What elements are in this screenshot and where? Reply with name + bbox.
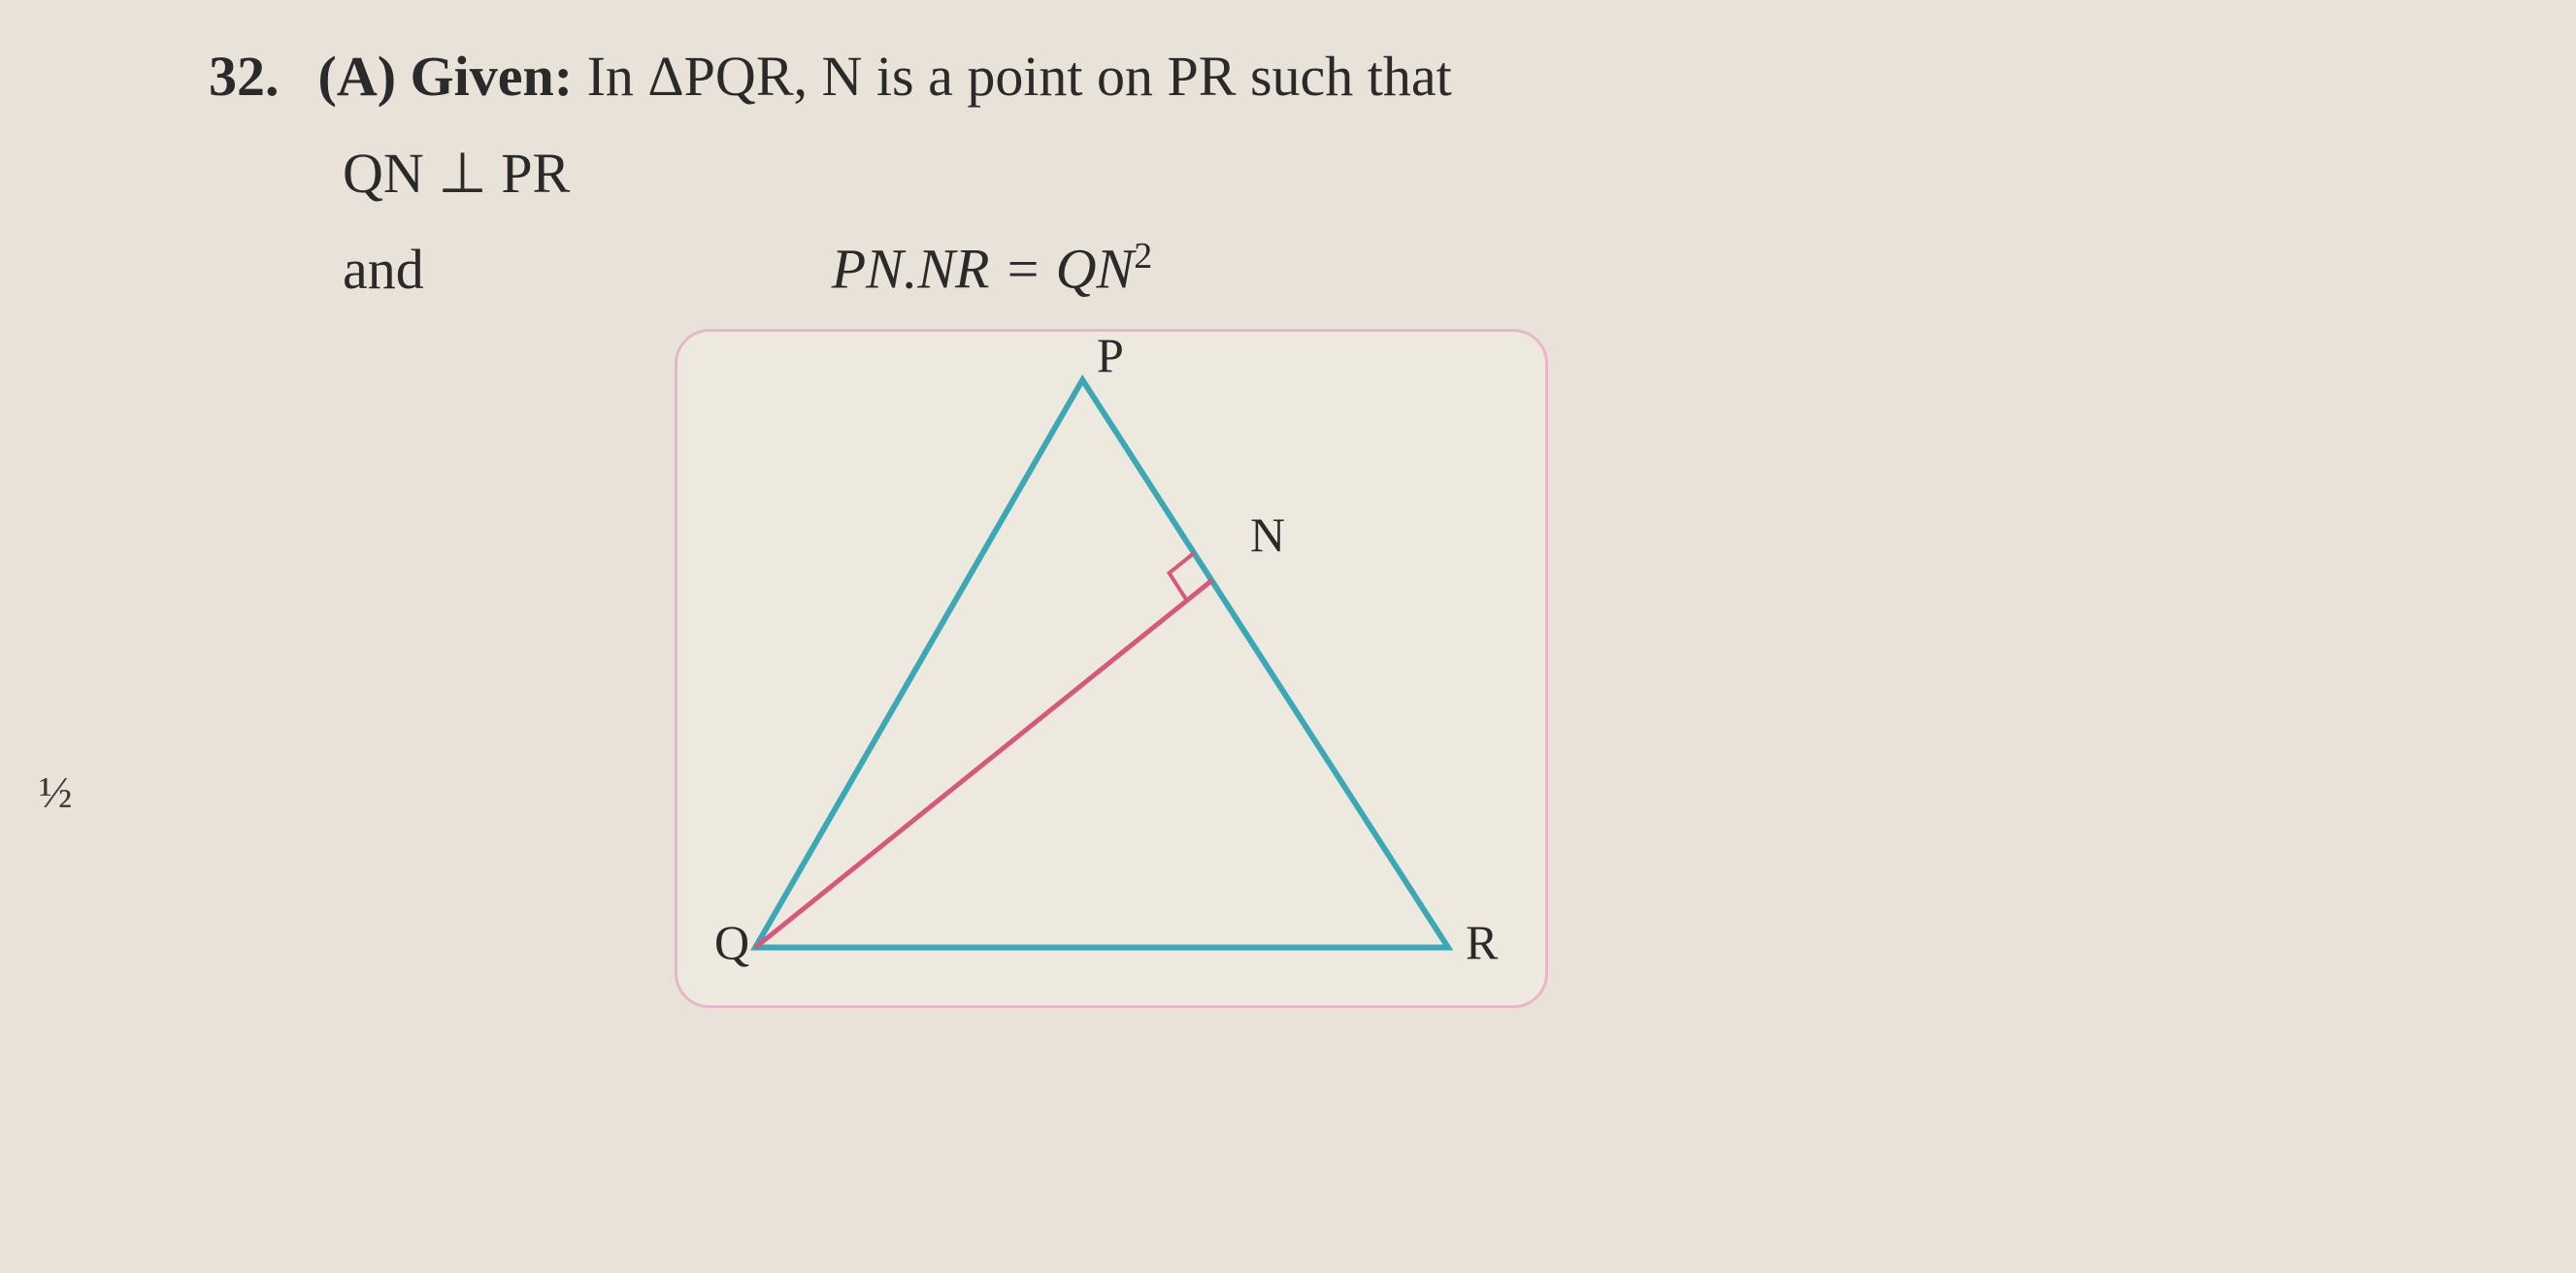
- equation: PN.NR = QN2: [832, 235, 1152, 301]
- vertex-label-q: Q: [714, 914, 749, 970]
- and-equation-row: and PN.NR = QN2: [343, 235, 1548, 301]
- question-first-line: 32. (A) Given: In ΔPQR, N is a point on …: [209, 39, 1548, 114]
- margin-fraction: ½: [39, 767, 73, 818]
- equation-exponent: 2: [1134, 236, 1152, 277]
- question-line2: QN ⊥ PR: [343, 140, 1548, 206]
- triangle-diagram-box: P N Q R: [675, 329, 1548, 1008]
- question-number: 32.: [209, 44, 280, 109]
- right-angle-icon: [1170, 552, 1195, 600]
- question-text-line1: (A) Given: In ΔPQR, N is a point on PR s…: [318, 39, 1452, 114]
- vertex-label-n: N: [1250, 506, 1285, 563]
- altitude-qn: [755, 579, 1212, 947]
- question-block: 32. (A) Given: In ΔPQR, N is a point on …: [209, 39, 1548, 1008]
- equation-equals: =: [1004, 238, 1041, 301]
- vertex-label-p: P: [1097, 327, 1124, 383]
- equation-lhs: PN.NR: [832, 238, 990, 301]
- equation-rhs: QN: [1056, 238, 1135, 301]
- line1-remainder: In ΔPQR, N is a point on PR such that: [587, 45, 1452, 108]
- perpendicular-statement: QN ⊥ PR: [343, 142, 570, 205]
- vertex-label-r: R: [1466, 914, 1498, 970]
- triangle-svg: [677, 332, 1545, 1005]
- part-label: (A): [318, 45, 397, 108]
- and-text: and: [343, 237, 424, 302]
- given-label: Given:: [411, 45, 574, 108]
- content-wrapper: 32. (A) Given: In ΔPQR, N is a point on …: [58, 39, 2518, 1008]
